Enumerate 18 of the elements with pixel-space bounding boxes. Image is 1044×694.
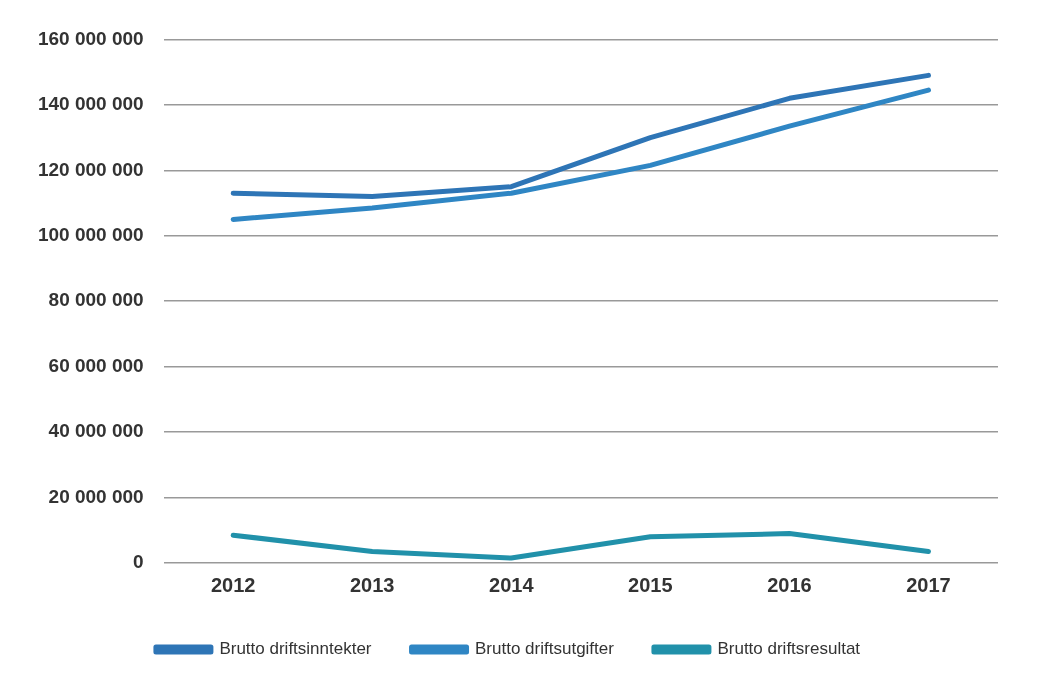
- y-tick-label: 40 000 000: [48, 420, 144, 442]
- y-tick-label: 160 000 000: [37, 27, 144, 49]
- y-tick-label: 0: [133, 551, 144, 573]
- legend-label: Brutto driftsinntekter: [219, 639, 372, 659]
- legend-label: Brutto driftsresultat: [717, 639, 861, 659]
- x-tick-label: 2015: [628, 573, 673, 596]
- y-tick-label: 20 000 000: [48, 485, 144, 507]
- x-tick-label: 2013: [349, 573, 395, 596]
- y-tick-label: 60 000 000: [48, 354, 144, 376]
- y-tick-label: 120 000 000: [37, 158, 144, 180]
- y-tick-label: 140 000 000: [37, 93, 144, 115]
- x-tick-label: 2017: [906, 573, 951, 596]
- legend-label: Brutto driftsutgifter: [475, 639, 615, 659]
- y-tick-label: 80 000 000: [48, 289, 144, 311]
- x-tick-label: 2016: [767, 573, 812, 596]
- y-tick-label: 100 000 000: [37, 223, 144, 245]
- x-tick-label: 2014: [489, 573, 535, 596]
- x-tick-label: 2012: [210, 573, 256, 596]
